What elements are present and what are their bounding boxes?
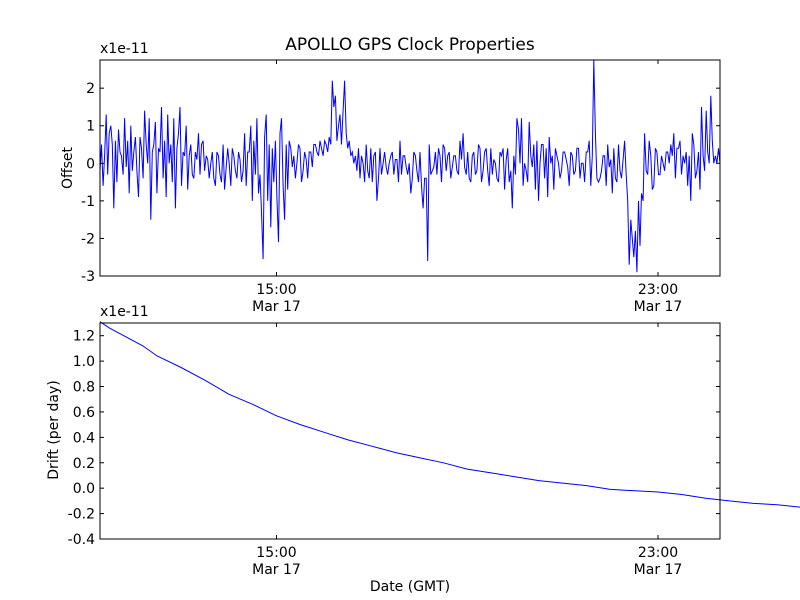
drift-y-ticks: -0.4 -0.2 0.0 0.2 0.4 0.6 0.8 1.0 1.2 bbox=[68, 329, 720, 548]
drift-x-tick-date-label: Mar 17 bbox=[252, 562, 301, 578]
offset-y-tick-label: 1 bbox=[86, 119, 95, 135]
drift-x-tick-time-label: 15:00 bbox=[256, 545, 296, 561]
offset-y-tick-label: 2 bbox=[86, 81, 95, 97]
drift-y-tick-label: 1.2 bbox=[73, 329, 95, 345]
drift-y-tick-label: 1.0 bbox=[73, 354, 95, 370]
drift-y-tick-label: 0.6 bbox=[73, 405, 95, 421]
offset-y-tick-label: -2 bbox=[81, 231, 95, 247]
drift-series-line bbox=[99, 321, 800, 508]
offset-x-tick-date-label: Mar 17 bbox=[634, 299, 683, 315]
drift-series-group bbox=[99, 321, 800, 508]
offset-series-line bbox=[99, 59, 721, 273]
offset-x-tick-time-label: 15:00 bbox=[256, 282, 296, 298]
drift-y-tick-label: 0.8 bbox=[73, 380, 95, 396]
offset-y-ticks: -3 -2 -1 0 1 2 bbox=[81, 81, 720, 285]
drift-y-tick-label: -0.4 bbox=[68, 532, 95, 548]
drift-plot-frame bbox=[99, 322, 721, 540]
drift-x-tick-time-label: 23:00 bbox=[638, 545, 678, 561]
drift-y-axis-label: Drift (per day) bbox=[46, 380, 62, 479]
offset-x-tick-time-label: 23:00 bbox=[638, 282, 678, 298]
offset-plot: APOLLO GPS Clock Properties x1e-11 Offse… bbox=[60, 35, 721, 315]
chart-title: APOLLO GPS Clock Properties bbox=[285, 35, 535, 55]
drift-plot: x1e-11 Drift (per day) Date (GMT) -0.4-0… bbox=[46, 304, 800, 595]
drift-x-tick-date-label: Mar 17 bbox=[634, 562, 683, 578]
drift-y-tick-label: 0.0 bbox=[73, 481, 95, 497]
offset-y-tick-label: -1 bbox=[81, 194, 95, 210]
offset-plot-frame bbox=[99, 59, 721, 277]
drift-y-tick-label: 0.4 bbox=[73, 430, 95, 446]
offset-y-axis-label: Offset bbox=[60, 146, 76, 189]
drift-y-tick-label: 0.2 bbox=[73, 456, 95, 472]
drift-y-tick-label: -0.2 bbox=[68, 507, 95, 523]
drift-multiplier-label: x1e-11 bbox=[100, 304, 149, 320]
drift-x-axis-label: Date (GMT) bbox=[370, 579, 450, 595]
offset-y-tick-label: 0 bbox=[86, 156, 95, 172]
offset-y-tick-label: -3 bbox=[81, 269, 95, 285]
offset-x-tick-date-label: Mar 17 bbox=[252, 299, 301, 315]
offset-series-group bbox=[99, 59, 721, 273]
offset-multiplier-label: x1e-11 bbox=[100, 41, 149, 57]
